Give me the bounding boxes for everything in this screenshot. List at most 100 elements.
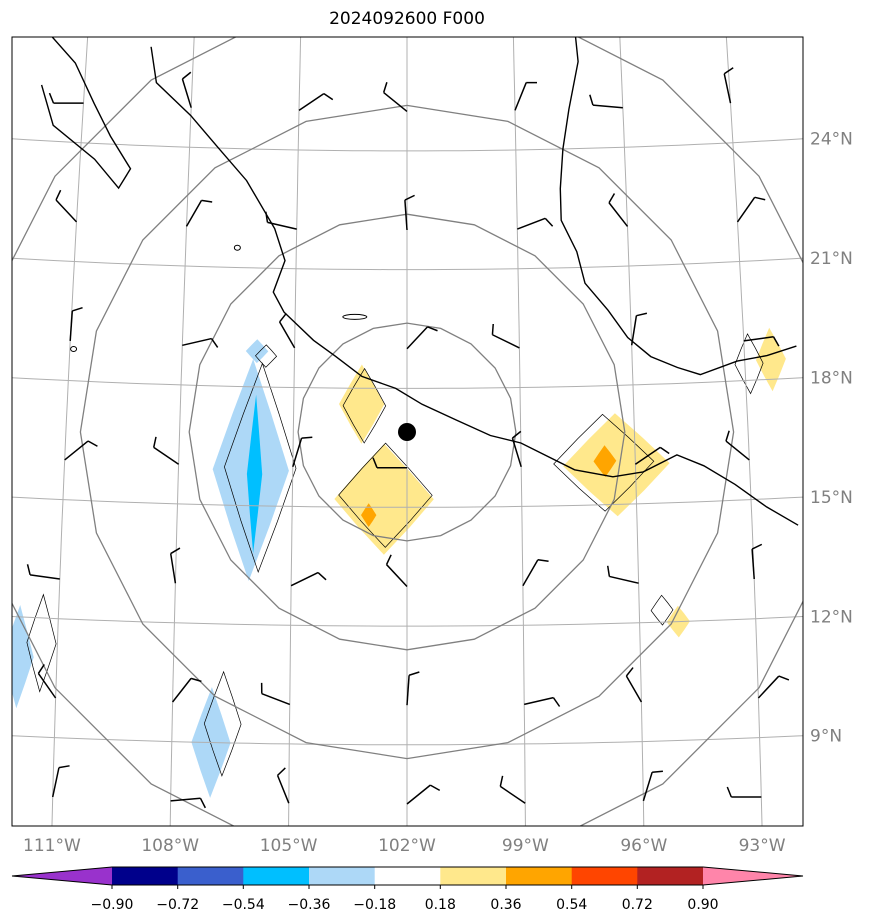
baja-coastline [40, 37, 132, 190]
parallel-line [12, 735, 803, 746]
wind-barb [642, 770, 663, 802]
wind-barb [499, 775, 526, 804]
wind-barb-staff [751, 549, 755, 580]
wind-barb [48, 92, 84, 104]
wind-barb [406, 671, 420, 706]
wind-barb [169, 547, 181, 584]
latitude-tick-label: 18°N [810, 369, 853, 389]
shading-feature-5 [339, 364, 385, 444]
wind-barb-staff [406, 326, 429, 350]
wind-barb [404, 194, 415, 231]
wind-barb-staff [499, 785, 526, 804]
wind-barb-flag [659, 446, 670, 455]
wind-barb-flag [772, 336, 780, 347]
colorbar-over-extension [703, 867, 803, 885]
wind-barb-flag [372, 457, 378, 468]
contour-line-5 [342, 367, 387, 444]
range-ring [12, 37, 803, 826]
latitude-tick-label: 21°N [810, 249, 853, 269]
wind-barb [406, 784, 441, 805]
map-frame [11, 36, 804, 827]
wind-barb-staff [642, 771, 653, 802]
coastline [40, 37, 799, 526]
longitude-tick-label: 102°W [378, 836, 436, 856]
wind-barb [152, 436, 180, 465]
colorbar-segment [440, 867, 507, 885]
wind-barb-flag [652, 770, 663, 773]
meridian-line [619, 37, 645, 826]
longitude-tick-label: 99°W [502, 836, 549, 856]
colorbar-tick-label: 0.54 [556, 897, 587, 913]
gulf-coastline [559, 37, 797, 376]
wind-barb-staff [29, 574, 60, 580]
wind-barb [172, 677, 202, 703]
wind-barb-staff [517, 217, 546, 230]
wind-barb-flag [48, 92, 55, 104]
wind-barb-flag [210, 338, 219, 348]
wind-barb-flag [544, 217, 554, 227]
wind-barb [511, 430, 522, 468]
wind-barb-flag [404, 194, 415, 201]
colorbar-tick-label: 0.36 [490, 897, 521, 913]
wind-barb [725, 430, 750, 461]
storm-center-marker [398, 423, 416, 441]
wind-barb-staff [757, 675, 780, 699]
wind-barb-staff [261, 692, 291, 706]
wind-barb-flag [317, 571, 327, 581]
wind-barb-flag [754, 196, 766, 201]
wind-barb-flag [277, 767, 286, 776]
meridian-line [51, 37, 89, 826]
wind-barb [382, 82, 408, 112]
wind-barb [726, 786, 762, 798]
wind-barb [298, 93, 334, 112]
wind-barb-staff [592, 104, 623, 109]
map-title: 2024092600 F000 [329, 9, 485, 29]
meridian-line [725, 37, 763, 826]
meridian-line [288, 37, 302, 826]
wind-barb-flag [636, 312, 648, 317]
wind-barb [64, 440, 98, 461]
shading-layer [12, 327, 786, 798]
contour-line-3 [203, 670, 242, 777]
wind-barb [524, 696, 561, 707]
latitude-tick-label: 12°N [810, 608, 853, 628]
wind-barb [69, 306, 83, 341]
wind-barb-staff [522, 559, 539, 587]
wind-barb-staff [514, 82, 527, 111]
colorbar-segment [243, 867, 310, 885]
wind-barb-staff [298, 93, 325, 112]
wind-barb [182, 337, 219, 348]
wind-barb [170, 797, 207, 809]
shading-feature-2 [245, 339, 269, 364]
wind-barb [751, 543, 763, 580]
island-outline [233, 244, 241, 251]
wind-barb [26, 564, 60, 580]
wind-barb [625, 667, 643, 703]
contour-line-10 [650, 594, 674, 626]
wind-barb-staff [172, 677, 192, 703]
wind-barb-staff [69, 310, 74, 341]
wind-barb [517, 217, 554, 230]
longitude-tick-label: 111°W [23, 836, 81, 856]
colorbar-segment [309, 867, 376, 885]
wind-barb-staff [723, 73, 732, 104]
parallel-line [12, 377, 803, 389]
contour-line-11 [734, 333, 764, 395]
wind-barb-flag [511, 430, 522, 439]
wind-barb-flag [491, 323, 494, 335]
wind-barb-staff [267, 221, 297, 230]
wind-barb-staff [278, 321, 296, 349]
wind-barb [522, 558, 549, 587]
wind-barb-flag [427, 326, 438, 332]
colorbar-tick-label: −0.54 [222, 897, 265, 913]
wind-barb [491, 323, 520, 349]
wind-barb-flag [181, 71, 192, 80]
range-ring [297, 322, 517, 542]
colorbar-segment [177, 867, 244, 885]
colorbar-tick-label: 0.18 [425, 897, 456, 913]
wind-barb-staff [55, 199, 78, 223]
parallel-line [12, 138, 803, 152]
wind-barb-staff [524, 696, 554, 706]
wind-barb-staff [290, 571, 319, 587]
